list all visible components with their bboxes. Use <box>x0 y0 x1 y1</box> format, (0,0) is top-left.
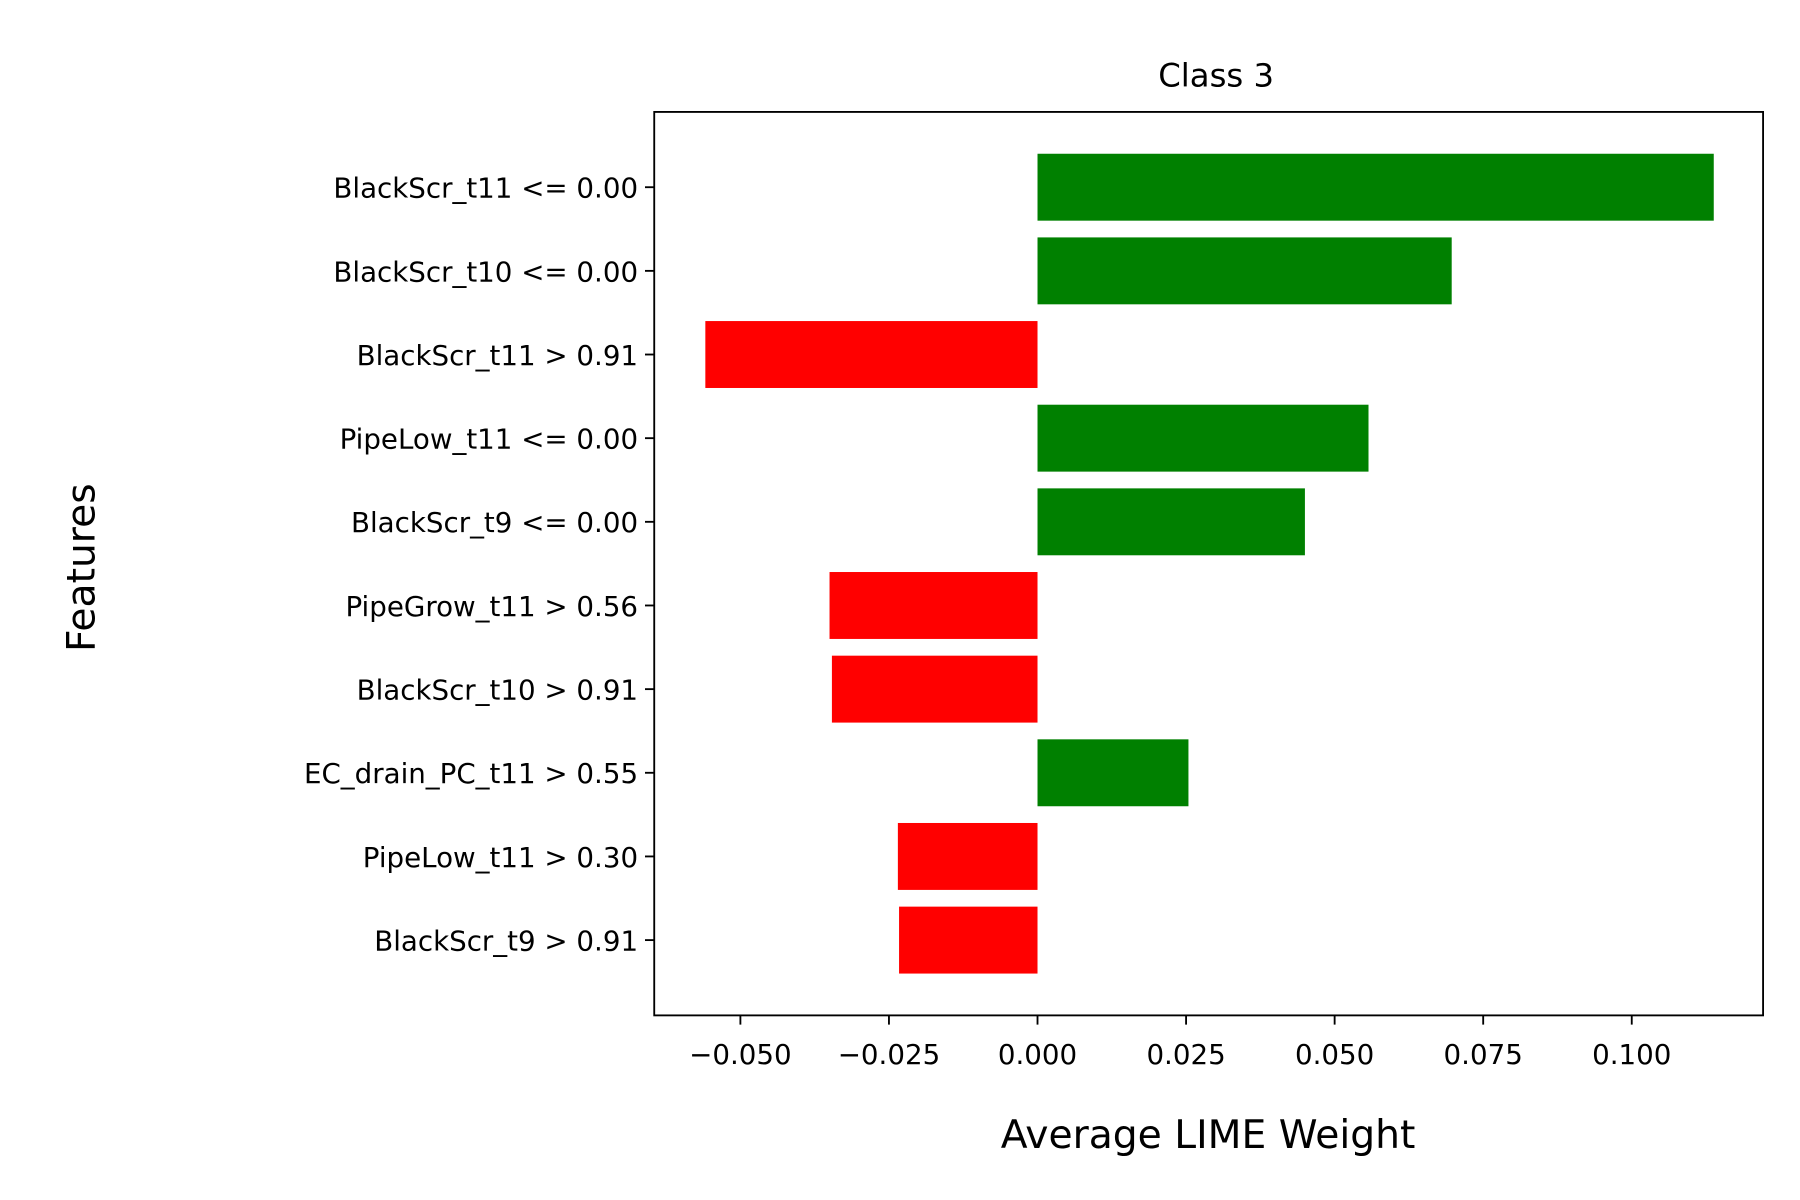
y-tick-label: EC_drain_PC_t11 > 0.55 <box>304 757 638 790</box>
y-tick-label: BlackScr_t9 <= 0.00 <box>351 506 638 539</box>
y-tick-label: BlackScr_t10 > 0.91 <box>357 674 638 707</box>
x-tick-label: 0.100 <box>1592 1038 1671 1071</box>
x-axis-label: Average LIME Weight <box>1001 1113 1416 1158</box>
x-tick-label: 0.050 <box>1295 1038 1374 1071</box>
bar <box>705 321 1038 388</box>
x-tick-label: −0.025 <box>838 1038 940 1071</box>
plot-frame <box>653 111 1764 1017</box>
y-tick-label: BlackScr_t11 > 0.91 <box>357 339 638 372</box>
bar <box>1037 153 1714 221</box>
y-tick-label: BlackScr_t9 > 0.91 <box>374 924 638 957</box>
y-tick-label: PipeGrow_t11 > 0.56 <box>345 590 638 623</box>
y-tick-label: BlackScr_t10 <= 0.00 <box>333 255 638 288</box>
x-tick-label: 0.025 <box>1146 1038 1225 1071</box>
bar <box>897 822 1038 890</box>
y-axis-label: Features <box>60 483 105 652</box>
bar <box>829 572 1038 639</box>
x-tick-label: 0.000 <box>998 1038 1077 1071</box>
bar <box>831 655 1038 723</box>
bar <box>1037 488 1305 556</box>
chart-title: Class 3 <box>1158 57 1274 95</box>
y-tick-label: BlackScr_t11 <= 0.00 <box>333 172 638 205</box>
x-tick-label: −0.050 <box>689 1038 791 1071</box>
bar <box>899 906 1038 974</box>
y-tick-label: PipeLow_t11 <= 0.00 <box>340 423 639 456</box>
bar <box>1037 739 1189 807</box>
y-tick-label: PipeLow_t11 > 0.30 <box>363 841 638 874</box>
x-tick-label: 0.075 <box>1444 1038 1523 1071</box>
bar <box>1037 404 1369 472</box>
bar <box>1037 237 1452 305</box>
